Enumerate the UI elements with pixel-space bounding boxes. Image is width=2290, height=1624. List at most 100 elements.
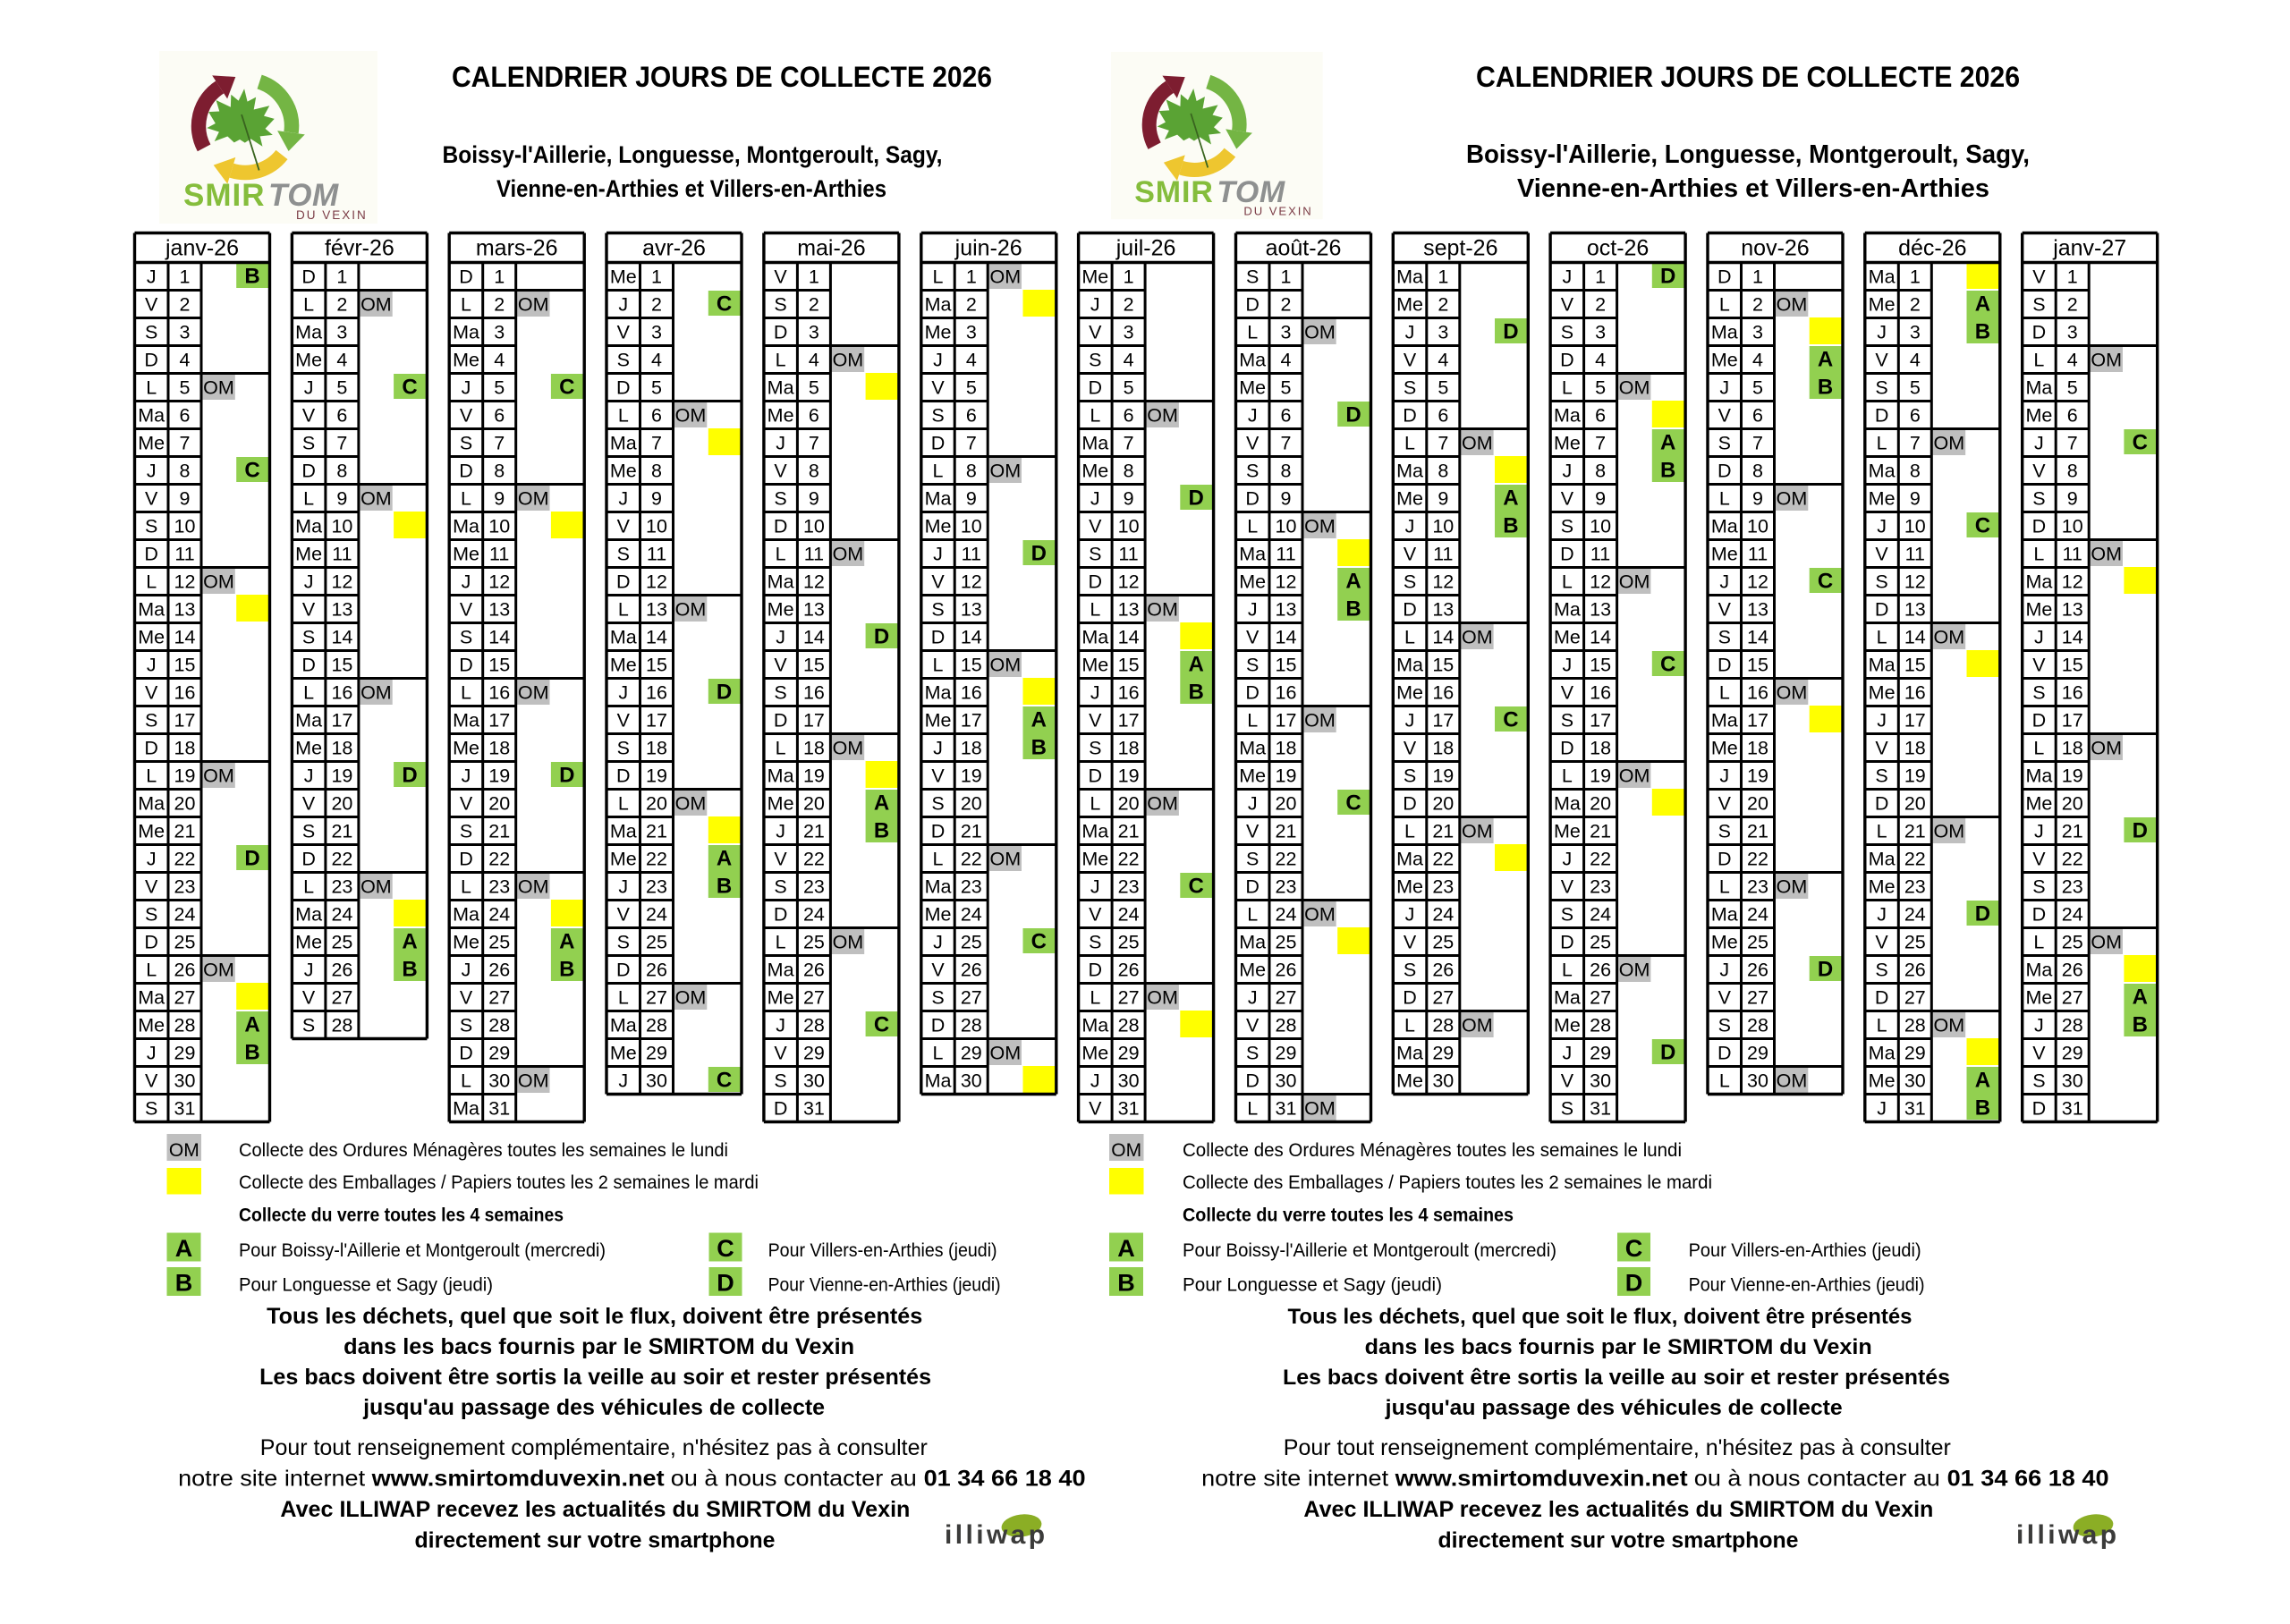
svg-text:J: J xyxy=(147,460,157,481)
svg-text:16: 16 xyxy=(803,681,825,703)
svg-text:J: J xyxy=(1405,515,1415,537)
svg-text:Pour Villers-en-Arthies (jeudi: Pour Villers-en-Arthies (jeudi) xyxy=(768,1240,997,1261)
svg-text:28: 28 xyxy=(1590,1014,1611,1036)
svg-text:Me: Me xyxy=(1869,681,1896,703)
svg-text:J: J xyxy=(776,432,785,453)
svg-text:20: 20 xyxy=(1590,792,1611,814)
svg-text:25: 25 xyxy=(1590,931,1611,952)
svg-text:L: L xyxy=(146,571,157,592)
svg-text:25: 25 xyxy=(803,931,825,952)
svg-text:Me: Me xyxy=(610,460,637,481)
svg-text:28: 28 xyxy=(1432,1014,1454,1036)
svg-text:21: 21 xyxy=(488,820,510,842)
svg-text:D: D xyxy=(1403,986,1417,1008)
svg-text:www.smirtomduvexin.net: www.smirtomduvexin.net xyxy=(371,1467,666,1492)
svg-text:30: 30 xyxy=(174,1070,196,1091)
svg-text:L: L xyxy=(933,460,944,481)
svg-text:1: 1 xyxy=(1595,266,1606,287)
svg-text:V: V xyxy=(1404,543,1417,564)
svg-text:Ma: Ma xyxy=(1081,626,1108,647)
svg-text:S: S xyxy=(1718,820,1731,842)
svg-text:9: 9 xyxy=(1281,487,1292,509)
svg-text:17: 17 xyxy=(331,709,352,731)
svg-text:Collecte des Emballages / Papi: Collecte des Emballages / Papiers toutes… xyxy=(1183,1172,1712,1193)
svg-text:10: 10 xyxy=(2062,515,2083,537)
svg-text:Me: Me xyxy=(2025,404,2052,426)
svg-text:V: V xyxy=(302,404,316,426)
svg-text:S: S xyxy=(2032,681,2045,703)
svg-text:OM: OM xyxy=(1304,709,1336,731)
svg-text:30: 30 xyxy=(2062,1070,2083,1091)
svg-text:20: 20 xyxy=(1747,792,1768,814)
svg-text:V: V xyxy=(1089,903,1102,925)
svg-text:29: 29 xyxy=(1747,1042,1768,1063)
svg-text:J: J xyxy=(1248,598,1258,620)
svg-text:B: B xyxy=(717,875,732,899)
svg-text:24: 24 xyxy=(1590,903,1611,925)
svg-text:OM: OM xyxy=(169,1140,199,1161)
svg-text:D: D xyxy=(774,321,788,343)
svg-text:21: 21 xyxy=(1276,820,1297,842)
svg-text:Me: Me xyxy=(1554,1014,1581,1036)
svg-text:22: 22 xyxy=(1118,848,1140,869)
svg-text:20: 20 xyxy=(2062,792,2083,814)
svg-text:févr-26: févr-26 xyxy=(325,236,394,261)
svg-text:S: S xyxy=(145,709,157,731)
svg-text:D: D xyxy=(1560,931,1574,952)
svg-text:23: 23 xyxy=(1276,875,1297,897)
svg-text:V: V xyxy=(1246,626,1260,647)
svg-text:SMIR: SMIR xyxy=(1134,175,1214,209)
svg-text:6: 6 xyxy=(966,404,977,426)
svg-text:L: L xyxy=(933,654,944,675)
svg-text:11: 11 xyxy=(2063,543,2082,564)
svg-text:A: A xyxy=(1503,486,1518,511)
svg-text:J: J xyxy=(304,959,314,980)
svg-text:OM: OM xyxy=(518,1070,549,1091)
svg-text:V: V xyxy=(1875,543,1888,564)
svg-text:S: S xyxy=(1875,959,1887,980)
svg-text:2: 2 xyxy=(494,293,505,315)
svg-text:L: L xyxy=(618,598,629,620)
svg-text:26: 26 xyxy=(2062,959,2083,980)
svg-text:Ma: Ma xyxy=(925,1070,952,1091)
svg-text:Ma: Ma xyxy=(2025,959,2052,980)
svg-text:13: 13 xyxy=(646,598,667,620)
svg-text:J: J xyxy=(933,931,943,952)
svg-text:9: 9 xyxy=(180,487,191,509)
svg-text:5: 5 xyxy=(1281,376,1292,398)
svg-text:Me: Me xyxy=(1081,848,1108,869)
svg-text:Pour tout renseignement complé: Pour tout renseignement complémentaire, … xyxy=(1284,1435,1951,1460)
svg-text:L: L xyxy=(776,737,786,758)
svg-text:14: 14 xyxy=(646,626,667,647)
svg-text:OM: OM xyxy=(989,654,1021,675)
svg-text:22: 22 xyxy=(803,848,825,869)
svg-text:B: B xyxy=(2133,1013,2148,1037)
svg-text:Ma: Ma xyxy=(610,820,637,842)
svg-text:J: J xyxy=(1877,515,1887,537)
svg-text:A: A xyxy=(1189,653,1204,677)
svg-text:2: 2 xyxy=(1910,293,1921,315)
svg-text:15: 15 xyxy=(1276,654,1297,675)
svg-text:3: 3 xyxy=(1910,321,1921,343)
svg-text:Ma: Ma xyxy=(610,432,637,453)
svg-text:oct-26: oct-26 xyxy=(1587,236,1649,261)
svg-text:15: 15 xyxy=(488,654,510,675)
svg-text:29: 29 xyxy=(961,1042,982,1063)
svg-text:23: 23 xyxy=(1747,875,1768,897)
svg-text:OM: OM xyxy=(1304,515,1336,537)
svg-text:V: V xyxy=(774,848,787,869)
svg-text:L: L xyxy=(1877,1014,1887,1036)
svg-text:V: V xyxy=(145,293,158,315)
svg-text:20: 20 xyxy=(1432,792,1454,814)
svg-text:L: L xyxy=(1877,820,1887,842)
svg-text:16: 16 xyxy=(961,681,982,703)
svg-text:18: 18 xyxy=(1747,737,1768,758)
svg-text:S: S xyxy=(1561,515,1573,537)
svg-text:12: 12 xyxy=(961,571,982,592)
svg-text:Me: Me xyxy=(138,626,165,647)
svg-text:7: 7 xyxy=(1910,432,1921,453)
svg-text:B: B xyxy=(1975,1096,1990,1121)
svg-text:OM: OM xyxy=(2091,349,2122,370)
svg-text:J: J xyxy=(1563,460,1573,481)
svg-text:SMIR: SMIR xyxy=(183,178,266,213)
